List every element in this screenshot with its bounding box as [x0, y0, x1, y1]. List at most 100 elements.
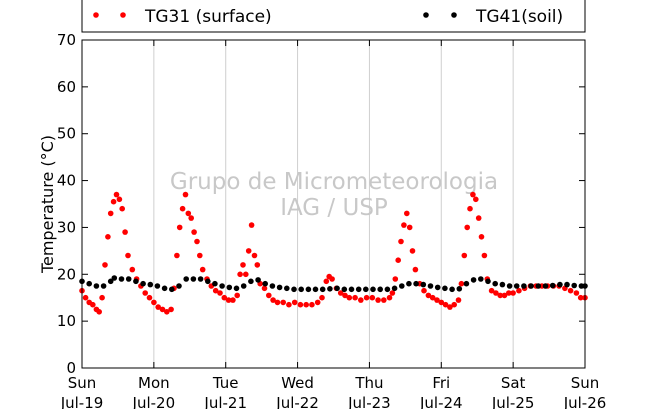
watermark-line-1: Grupo de Micrometeorologia: [170, 169, 498, 195]
series-0-point-10: [110, 198, 117, 205]
series-0-point-80: [392, 276, 399, 282]
series-0-point-12: [116, 196, 123, 203]
series-1-point-58: [492, 280, 499, 287]
series-1-point-3: [100, 283, 107, 289]
series-1-point-27: [269, 283, 276, 289]
series-0-point-9: [107, 210, 114, 217]
series-0-point-65: [323, 278, 330, 285]
series-0-point-114: [516, 287, 522, 294]
y-tick-label-4: 40: [57, 172, 76, 190]
y-tick-label-5: 50: [57, 125, 76, 143]
series-0-point-1: [82, 294, 89, 301]
series-0-point-111: [501, 292, 508, 299]
series-1-point-42: [377, 286, 384, 293]
x-tick-date-5: Jul-24: [419, 394, 463, 409]
series-0-point-90: [425, 292, 432, 299]
series-0-point-74: [363, 294, 370, 301]
series-0-point-113: [510, 290, 516, 296]
series-0-point-45: [237, 271, 243, 278]
series-0-point-35: [197, 252, 203, 259]
series-1-point-9: [140, 280, 146, 287]
y-tick-label-6: 60: [57, 78, 76, 96]
series-0-point-50: [251, 252, 258, 259]
series-1-point-15: [183, 276, 189, 282]
series-0-point-106: [481, 252, 488, 259]
series-1-point-65: [542, 283, 549, 289]
series-1-point-19: [212, 280, 218, 287]
x-tick-date-4: Jul-23: [347, 394, 391, 409]
series-1-point-47: [413, 280, 419, 287]
x-tick-date-3: Jul-22: [275, 394, 319, 409]
series-0-point-41: [221, 294, 228, 301]
series-0-point-108: [488, 287, 495, 294]
series-1-point-36: [334, 285, 340, 292]
series-0-point-44: [234, 292, 240, 299]
series-0-point-25: [168, 306, 174, 313]
series-0-point-24: [164, 309, 170, 315]
series-0-point-105: [478, 234, 485, 240]
series-1-point-2: [93, 283, 100, 289]
series-1-point-46: [406, 280, 412, 287]
series-0-point-63: [314, 299, 321, 306]
series-1-point-11: [154, 283, 161, 289]
series-0-point-98: [458, 280, 465, 287]
series-0-point-29: [179, 205, 186, 212]
legend-label-surface: TG31 (surface): [144, 7, 272, 27]
series-0-point-42: [225, 297, 232, 303]
series-0-point-73: [358, 297, 364, 303]
series-0-point-71: [346, 294, 353, 301]
series-0-point-99: [461, 252, 468, 259]
series-1-point-23: [240, 283, 247, 289]
series-1-point-14: [176, 283, 182, 289]
x-tick-date-0: Jul-19: [60, 394, 104, 409]
series-1-point-21: [226, 284, 233, 291]
series-0-point-70: [342, 292, 348, 299]
series-0-point-60: [297, 301, 304, 308]
series-0-point-69: [337, 290, 344, 296]
series-0-point-81: [395, 257, 402, 264]
series-1-point-18: [205, 278, 211, 285]
watermark-line-2: IAG / USP: [280, 195, 388, 221]
series-1-point-31: [298, 286, 305, 293]
series-0-point-103: [473, 196, 479, 203]
series-0-point-123: [567, 287, 574, 294]
series-0-point-89: [421, 287, 427, 294]
series-1-point-56: [478, 276, 484, 282]
series-1-point-26: [262, 280, 269, 287]
series-0-point-64: [319, 294, 325, 301]
series-1-point-17: [197, 276, 204, 282]
series-0-point-53: [261, 285, 268, 292]
series-1-point-1: [86, 280, 92, 287]
series-0-point-76: [375, 297, 381, 303]
series-0-point-67: [329, 276, 335, 282]
series-0-point-96: [451, 301, 458, 308]
series-1-point-24: [248, 278, 254, 285]
series-1-point-66: [549, 282, 556, 289]
series-1-point-37: [341, 286, 348, 293]
series-0-point-34: [194, 238, 200, 245]
x-tick-day-7: Sun: [571, 374, 600, 392]
series-1-point-4: [107, 278, 114, 285]
series-1-point-29: [284, 285, 290, 292]
series-0-point-86: [409, 248, 416, 254]
series-0-point-22: [155, 304, 161, 310]
series-1-point-51: [442, 285, 448, 292]
gridlines: [153, 40, 514, 368]
series-0-point-102: [470, 191, 476, 198]
series-1-point-50: [434, 284, 441, 291]
series-0-point-101: [467, 205, 473, 212]
series-0-point-83: [401, 222, 407, 228]
legend-frame: [81, 0, 586, 33]
series-0-point-110: [497, 292, 504, 299]
series-0-point-100: [464, 224, 471, 231]
series-1-point-20: [219, 283, 225, 289]
series-0-point-7: [102, 262, 108, 268]
series-0-point-27: [174, 252, 180, 259]
series-0-point-91: [429, 294, 436, 301]
series-1: [79, 275, 588, 293]
series-1-point-44: [391, 285, 398, 292]
x-tick-day-5: Fri: [432, 374, 450, 392]
series-0-point-46: [240, 262, 246, 268]
series-0-point-92: [434, 297, 440, 303]
x-axis: Sun Jul-19 Mon Jul-20 Tue Jul-21 Wed Jul-22 Thu J…: [60, 40, 606, 409]
